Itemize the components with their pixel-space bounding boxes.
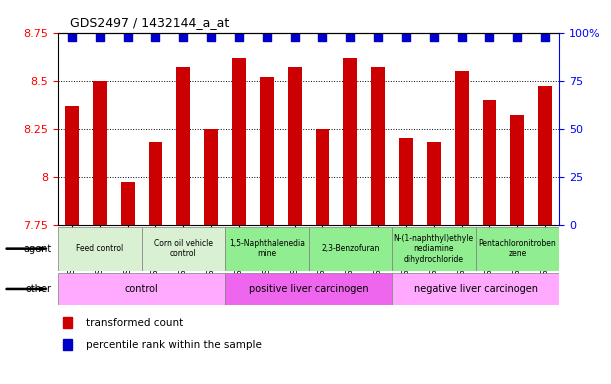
Point xyxy=(457,35,467,41)
Bar xyxy=(392,227,475,271)
Bar xyxy=(483,100,496,225)
Bar xyxy=(93,81,107,225)
Point xyxy=(429,35,439,41)
Point xyxy=(67,35,77,41)
Bar xyxy=(63,317,72,328)
Bar xyxy=(63,339,72,350)
Bar xyxy=(475,227,559,271)
Bar xyxy=(121,182,134,225)
Point xyxy=(373,35,383,41)
Text: Pentachloronitroben
zene: Pentachloronitroben zene xyxy=(478,239,556,258)
Text: agent: agent xyxy=(24,243,52,254)
Bar xyxy=(225,227,309,271)
Text: negative liver carcinogen: negative liver carcinogen xyxy=(414,284,538,294)
Bar xyxy=(232,58,246,225)
Bar xyxy=(177,67,190,225)
Text: other: other xyxy=(26,284,52,294)
Point xyxy=(513,35,522,41)
Bar xyxy=(315,129,329,225)
Point xyxy=(540,35,550,41)
Point xyxy=(178,35,188,41)
Bar xyxy=(204,129,218,225)
Bar xyxy=(309,227,392,271)
Text: Corn oil vehicle
control: Corn oil vehicle control xyxy=(154,239,213,258)
Text: positive liver carcinogen: positive liver carcinogen xyxy=(249,284,368,294)
Bar xyxy=(510,115,524,225)
Bar xyxy=(58,227,142,271)
Bar xyxy=(58,273,225,305)
Bar xyxy=(392,273,559,305)
Point xyxy=(234,35,244,41)
Bar xyxy=(148,142,163,225)
Point xyxy=(401,35,411,41)
Bar xyxy=(399,138,413,225)
Text: transformed count: transformed count xyxy=(86,318,183,328)
Bar xyxy=(288,67,302,225)
Bar xyxy=(343,58,357,225)
Text: 1,5-Naphthalenedia
mine: 1,5-Naphthalenedia mine xyxy=(229,239,305,258)
Bar xyxy=(427,142,441,225)
Text: percentile rank within the sample: percentile rank within the sample xyxy=(86,339,262,349)
Point xyxy=(207,35,216,41)
Bar xyxy=(260,77,274,225)
Point xyxy=(318,35,327,41)
Text: GDS2497 / 1432144_a_at: GDS2497 / 1432144_a_at xyxy=(70,16,230,29)
Point xyxy=(262,35,272,41)
Point xyxy=(150,35,160,41)
Text: control: control xyxy=(125,284,158,294)
Point xyxy=(485,35,494,41)
Bar xyxy=(65,106,79,225)
Bar xyxy=(142,227,225,271)
Text: Feed control: Feed control xyxy=(76,244,123,253)
Bar xyxy=(371,67,385,225)
Point xyxy=(290,35,299,41)
Point xyxy=(345,35,355,41)
Bar xyxy=(455,71,469,225)
Point xyxy=(123,35,133,41)
Text: N-(1-naphthyl)ethyle
nediamine
dihydrochloride: N-(1-naphthyl)ethyle nediamine dihydroch… xyxy=(393,234,474,263)
Bar xyxy=(225,273,392,305)
Point xyxy=(95,35,104,41)
Text: 2,3-Benzofuran: 2,3-Benzofuran xyxy=(321,244,379,253)
Bar xyxy=(538,86,552,225)
